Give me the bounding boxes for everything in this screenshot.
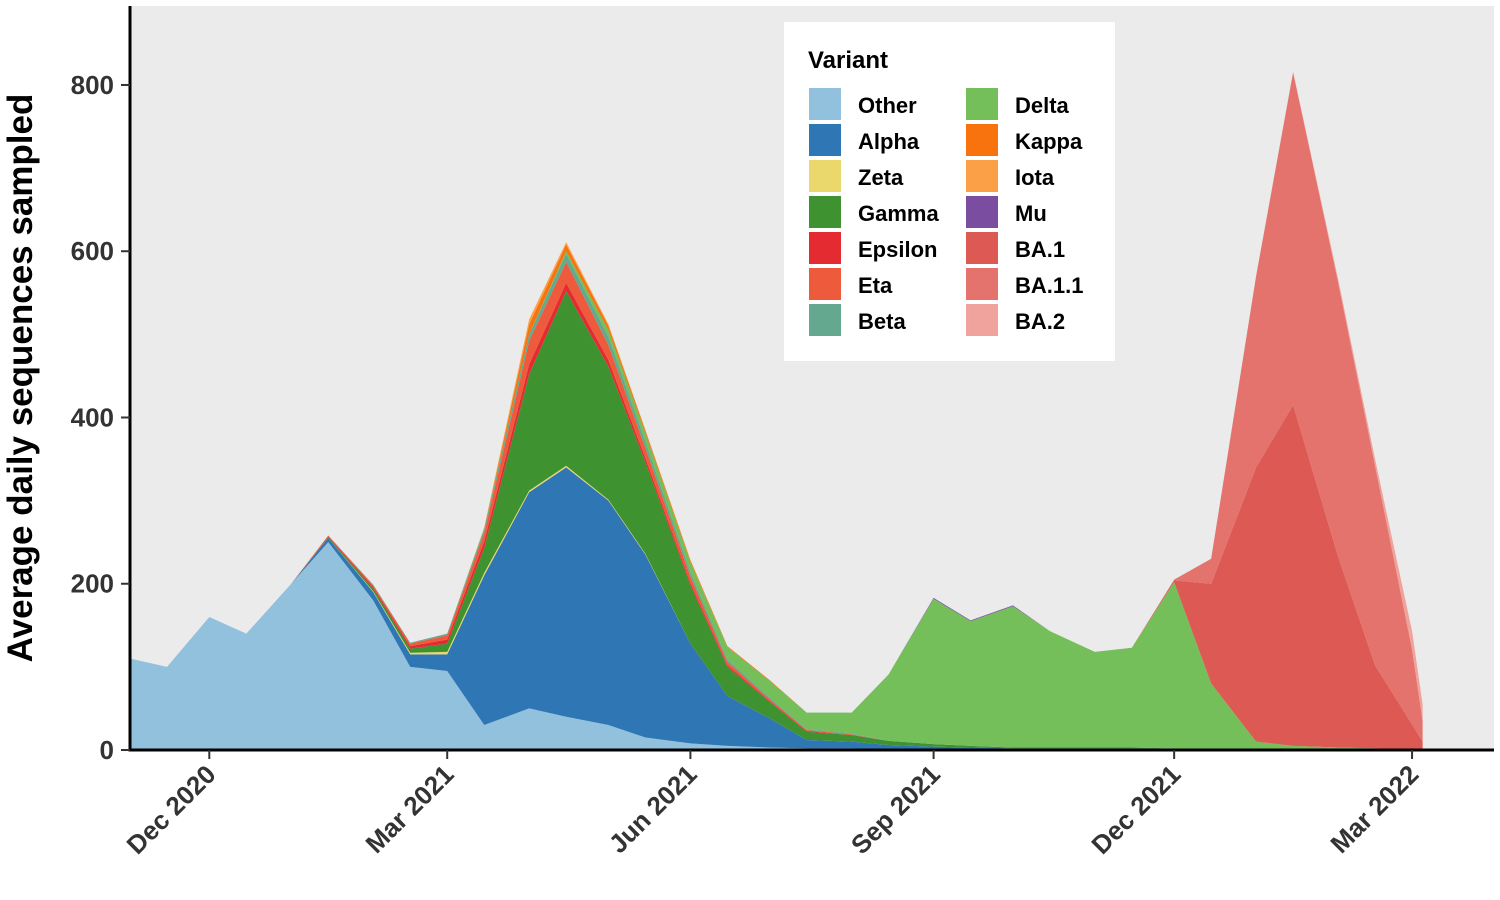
legend-key-other [807,86,843,122]
legend-label: Alpha [858,129,920,154]
legend-label: BA.1 [1015,237,1065,262]
series-areas [130,71,1423,751]
y-tick-label: 400 [71,402,114,432]
area-ba-1-1 [130,72,1423,742]
x-tick-label: Mar 2021 [360,759,460,859]
legend-label: Kappa [1015,129,1083,154]
area-ba-1 [130,242,1423,751]
legend-key-eta [807,266,843,302]
x-tick-label: Dec 2020 [121,759,222,860]
legend-key-ba-2 [964,302,1000,338]
legend-label: Gamma [858,201,939,226]
y-tick-label: 800 [71,70,114,100]
legend-key-ba-1-1 [964,266,1000,302]
area-gamma [130,291,1423,750]
legend-key-zeta [807,158,843,194]
legend-label: Other [858,93,917,118]
y-tick-label: 0 [100,735,114,765]
y-tick-label: 200 [71,569,114,599]
legend-key-kappa [964,122,1000,158]
legend-items: Other Alpha Zeta Gamma Epsilon Eta Beta Delta Ka… [807,86,1083,338]
legend-key-epsilon [807,230,843,266]
legend-label: Epsilon [858,237,937,262]
legend-key-beta [807,302,843,338]
legend-label: Delta [1015,93,1070,118]
area-other [130,542,1423,750]
legend-label: Beta [858,309,906,334]
legend-key-gamma [807,194,843,230]
y-axis-title: Average daily sequences sampled [1,94,40,663]
area-alpha [130,467,1423,750]
y-axis-ticks: 0 200 400 600 800 [71,70,130,765]
legend-key-ba-1 [964,230,1000,266]
legend-label: Iota [1015,165,1055,190]
x-tick-label: Mar 2022 [1324,759,1424,859]
legend-label: BA.2 [1015,309,1065,334]
legend-label: Eta [858,273,893,298]
legend: Variant Other Alpha Zeta Gamma Epsilon Eta Bet… [784,22,1115,361]
legend-key-delta [964,86,1000,122]
legend-label: BA.1.1 [1015,273,1083,298]
x-tick-label: Dec 2021 [1085,759,1186,860]
legend-title: Variant [808,47,888,74]
legend-key-iota [964,158,1000,194]
legend-key-alpha [807,122,843,158]
x-tick-label: Jun 2021 [603,759,703,859]
legend-key-mu [964,194,1000,230]
legend-label: Zeta [858,165,904,190]
y-tick-label: 600 [71,236,114,266]
x-axis-ticks: Dec 2020 Mar 2021 Jun 2021 Sep 2021 Dec 2021… [121,750,1424,860]
x-tick-label: Sep 2021 [845,759,946,860]
legend-label: Mu [1015,201,1047,226]
